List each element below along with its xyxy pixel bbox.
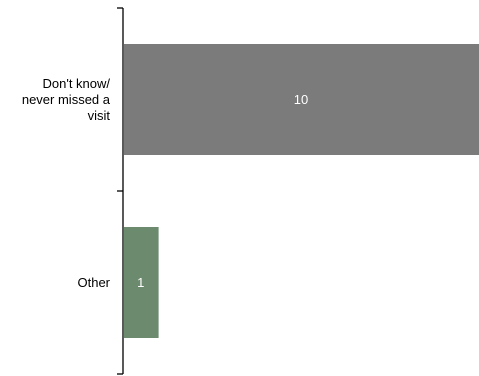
bar — [124, 227, 159, 338]
bar — [124, 44, 479, 155]
value-labels: 10 1 — [137, 92, 308, 290]
value-label: 10 — [294, 92, 308, 107]
category-label: Other — [77, 275, 110, 290]
category-label-line: Don't know/ — [42, 76, 110, 91]
value-label: 1 — [137, 275, 144, 290]
category-labels: Don't know/never missed a visit Other — [22, 76, 111, 290]
y-axis — [117, 7, 124, 375]
category-label-line: Other — [77, 275, 110, 290]
category-label-line: visit — [88, 108, 111, 123]
bars-group — [124, 44, 479, 338]
category-label: Don't know/never missed a visit — [22, 76, 111, 123]
category-label-line: never missed a — [22, 92, 111, 107]
